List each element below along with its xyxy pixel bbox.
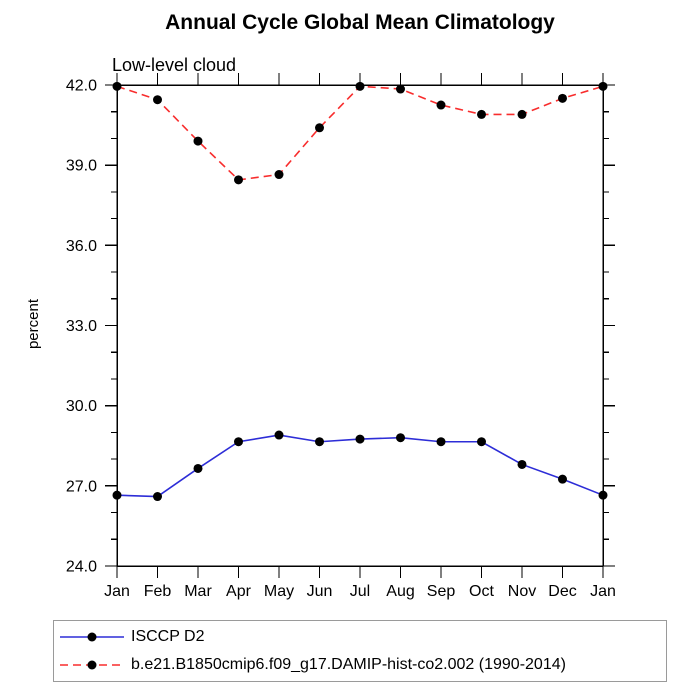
- x-tick-label: Jan: [104, 583, 130, 600]
- chart-title: Annual Cycle Global Mean Climatology: [165, 11, 555, 34]
- x-tick-label: May: [264, 583, 294, 600]
- chart-subtitle: Low-level cloud: [112, 55, 237, 75]
- data-point-marker: [477, 437, 486, 447]
- legend-row-model: b.e21.B1850cmip6.f09_g17.DAMIP-hist-co2.…: [58, 651, 662, 679]
- data-point-marker: [112, 81, 122, 91]
- data-point-marker: [193, 136, 203, 146]
- x-tick-label: Mar: [184, 583, 212, 600]
- x-tick-label: Jun: [307, 583, 333, 600]
- data-point-marker: [315, 437, 324, 447]
- data-point-marker: [558, 93, 567, 103]
- y-tick-label: 27.0: [66, 478, 97, 495]
- data-point-marker: [396, 84, 405, 94]
- y-tick-label: 42.0: [66, 78, 97, 95]
- data-point-marker: [315, 123, 324, 133]
- x-tick-label: Dec: [548, 583, 576, 600]
- data-point-marker: [355, 434, 365, 444]
- y-tick-label: 39.0: [66, 158, 97, 175]
- data-point-marker: [355, 81, 365, 91]
- data-point-marker: [153, 95, 162, 105]
- legend-line-sample-dashed: [60, 660, 124, 670]
- x-tick-label: Jul: [350, 583, 370, 600]
- legend-sample-marker: [87, 660, 97, 670]
- x-tick-label: Sep: [427, 583, 456, 600]
- legend-line-sample-solid: [60, 632, 124, 642]
- data-point-marker: [598, 81, 608, 91]
- series-line-1: [116, 85, 604, 181]
- x-tick-label: Jan: [590, 583, 616, 600]
- data-point-marker: [517, 109, 527, 119]
- data-point-marker: [112, 490, 122, 500]
- x-tick-label: Nov: [508, 583, 536, 600]
- data-point-marker: [234, 437, 243, 447]
- legend-row-isccp: ISCCP D2: [58, 623, 662, 651]
- y-tick-label: 30.0: [66, 398, 97, 415]
- y-tick-label: 33.0: [66, 318, 97, 335]
- data-point-marker: [436, 100, 446, 110]
- data-point-marker: [274, 170, 284, 180]
- x-tick-label: Feb: [144, 583, 172, 600]
- y-tick-label: 36.0: [66, 238, 97, 255]
- data-point-marker: [517, 459, 527, 469]
- data-point-marker: [436, 437, 446, 447]
- data-point-marker: [193, 463, 203, 473]
- data-point-marker: [558, 474, 567, 484]
- series-line-0: [116, 434, 604, 498]
- legend: ISCCP D2 b.e21.B1850cmip6.f09_g17.DAMIP-…: [53, 620, 667, 682]
- y-axis-title: percent: [25, 298, 42, 349]
- y-tick-label: 24.0: [66, 559, 97, 576]
- data-point-marker: [477, 109, 486, 119]
- legend-label-model: b.e21.B1850cmip6.f09_g17.DAMIP-hist-co2.…: [131, 656, 566, 673]
- data-point-marker: [396, 433, 405, 443]
- legend-label-isccp: ISCCP D2: [131, 628, 205, 645]
- data-point-marker: [274, 430, 284, 440]
- x-tick-label: Aug: [386, 583, 414, 600]
- data-point-marker: [234, 175, 243, 185]
- data-point-marker: [598, 490, 608, 500]
- legend-sample-marker: [87, 632, 97, 642]
- x-tick-label: Apr: [226, 583, 252, 600]
- x-tick-label: Oct: [469, 583, 494, 600]
- data-point-marker: [153, 492, 162, 502]
